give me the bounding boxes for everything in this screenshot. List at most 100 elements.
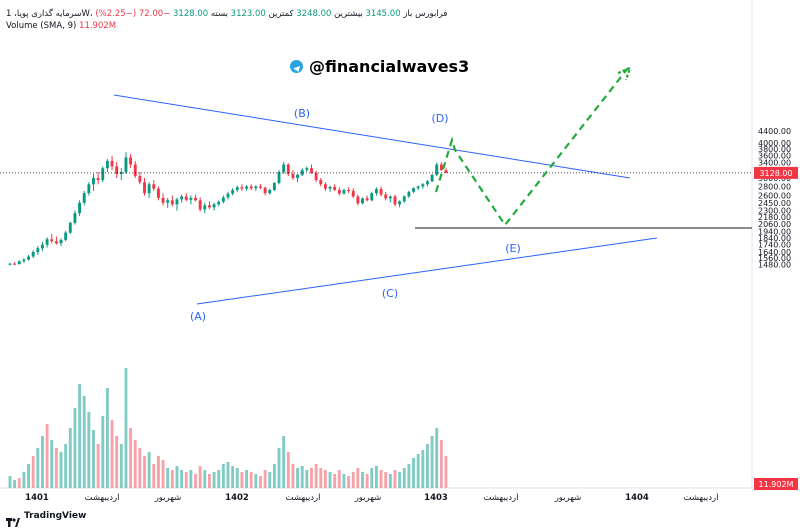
open-label: باز	[403, 9, 413, 19]
candle-body	[13, 263, 17, 265]
volume-bar	[166, 468, 170, 488]
volume-bar	[208, 474, 211, 488]
volume-header: Volume (SMA, 9) 11.902M	[6, 21, 116, 31]
wave-label: (D)	[431, 112, 448, 125]
volume-bar	[59, 452, 63, 488]
volume-bar	[370, 468, 374, 488]
volume-bar	[73, 408, 77, 488]
price-tick-label: 2180.00	[758, 213, 791, 222]
candle-body	[59, 239, 63, 244]
time-tick-label: شهریور	[354, 493, 382, 503]
volume-bar	[351, 472, 355, 488]
candle-body	[212, 204, 216, 208]
candle-body	[78, 202, 82, 214]
candle-body	[129, 157, 133, 165]
volume-bar	[82, 396, 86, 488]
price-tick-label: 4400.00	[758, 127, 791, 136]
volume-bar	[374, 466, 378, 488]
volume-badge	[754, 478, 798, 490]
candle-body	[291, 173, 295, 178]
time-tick-label: شهریور	[554, 493, 582, 503]
volume-bar	[259, 476, 262, 488]
low-value: 3123.00	[230, 9, 266, 19]
volume-bar	[27, 464, 30, 488]
candle-body	[268, 189, 272, 194]
volume-bar	[347, 476, 351, 488]
candle-body	[184, 196, 188, 200]
volume-bar	[226, 462, 230, 488]
volume-bar	[194, 474, 197, 488]
candle-body	[231, 189, 235, 194]
volume-bar	[365, 474, 369, 488]
volume-bar	[156, 456, 160, 488]
candle-body	[342, 189, 346, 194]
price-axis	[752, 0, 800, 528]
candle-body	[156, 188, 160, 198]
volume-bar	[147, 452, 151, 488]
candle-body	[296, 174, 300, 178]
candle-body	[393, 196, 397, 205]
volume-bar	[328, 472, 332, 488]
candle-body	[138, 175, 142, 183]
time-tick-label: 1401	[25, 493, 49, 503]
volume-bar	[240, 472, 244, 488]
volume-bar	[291, 464, 295, 488]
volume-bar	[444, 456, 448, 488]
candle-body	[198, 200, 202, 210]
candle-body	[110, 160, 114, 167]
candle-body	[152, 184, 156, 189]
volume-bar	[272, 464, 276, 488]
candle-body	[426, 181, 429, 185]
upper-trendline	[113, 94, 631, 179]
volume-bar	[161, 460, 165, 488]
candle-body	[203, 205, 207, 210]
candle-body	[254, 186, 258, 189]
candle-body	[407, 191, 411, 197]
candle-body	[170, 200, 174, 205]
tradingview-logo[interactable]: TradingView	[6, 511, 86, 527]
candle-body	[310, 168, 313, 173]
time-tick-label: 1403	[424, 493, 448, 503]
candle-body	[259, 186, 262, 188]
volume-bar	[379, 470, 383, 488]
volume-bar	[333, 474, 337, 488]
volume-bar	[402, 468, 406, 488]
volume-bar	[8, 476, 12, 488]
candle-body	[54, 241, 58, 244]
price-tick-label: 4000.00	[758, 139, 791, 148]
volume-bar	[50, 440, 54, 488]
candle-body	[374, 189, 378, 194]
price-tick-label: 2600.00	[758, 192, 791, 201]
candle-body	[240, 187, 244, 189]
price-tick-label: 2300.00	[758, 207, 791, 216]
candle-body	[398, 201, 402, 205]
candle-body	[430, 174, 434, 182]
volume-bar	[217, 470, 221, 488]
wave-label: (E)	[505, 242, 521, 255]
volume-bar	[277, 448, 281, 488]
volume-bar	[54, 448, 58, 488]
volume-bar	[152, 464, 156, 488]
price-tick-label: 1560.00	[758, 254, 791, 263]
volume-bar	[36, 448, 40, 488]
candle-body	[379, 189, 383, 195]
candle-body	[300, 170, 304, 175]
candle-body	[36, 248, 40, 252]
volume-bar	[305, 470, 309, 488]
volume-bar	[22, 472, 26, 488]
volume-bar	[119, 444, 123, 488]
volume-bar	[124, 368, 128, 488]
time-tick-label: شهریور	[154, 493, 182, 503]
volume-bar	[31, 456, 35, 488]
volume-bar	[138, 448, 142, 488]
candle-body	[328, 186, 332, 189]
candle-body	[277, 172, 281, 183]
candle-body	[388, 196, 392, 199]
volume-bar	[416, 454, 420, 488]
volume-bar	[13, 480, 17, 488]
volume-bar	[412, 458, 415, 488]
price-tick-label: 3600.00	[758, 152, 791, 161]
candle-body	[27, 256, 30, 260]
